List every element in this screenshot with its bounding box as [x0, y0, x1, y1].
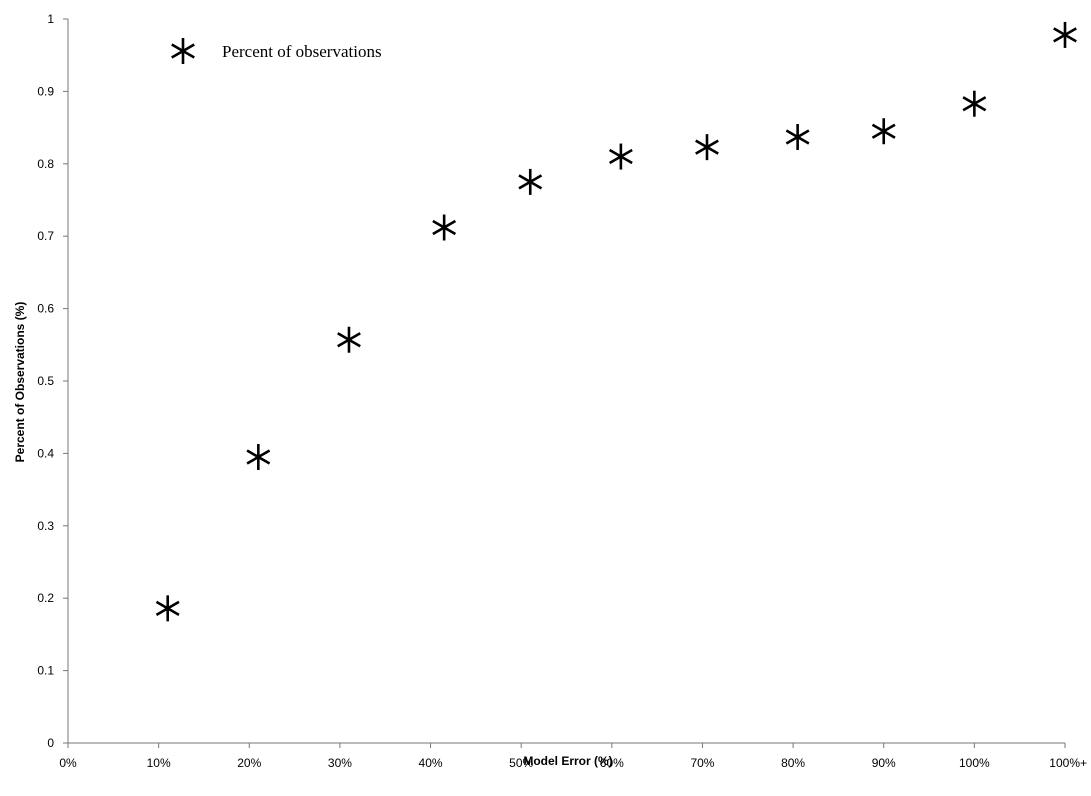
x-tick-label: 20% [237, 756, 261, 770]
y-tick-label: 0.8 [37, 157, 54, 171]
y-tick-label: 0.2 [37, 591, 54, 605]
y-tick-label: 0.5 [37, 374, 54, 388]
y-axis-title: Percent of Observations (%) [13, 302, 27, 463]
data-point [871, 118, 896, 145]
x-tick-label: 100%+ [1049, 756, 1087, 770]
legend: Percent of observations [171, 38, 382, 64]
x-tick-label: 60% [600, 756, 624, 770]
y-tick-label: 0 [47, 736, 54, 750]
data-point [695, 134, 719, 161]
axes [67, 19, 1065, 744]
x-tick-label: 80% [781, 756, 805, 770]
data-point [337, 326, 361, 353]
y-tick-label: 0.3 [37, 519, 54, 533]
x-axis-title: Model Error (%) [523, 754, 612, 768]
data-point [246, 444, 271, 471]
data-point [785, 124, 810, 151]
data-point [155, 595, 180, 622]
x-tick-label: 70% [690, 756, 714, 770]
x-tick-label: 100% [959, 756, 990, 770]
data-point [962, 90, 987, 117]
data-points [155, 21, 1077, 622]
x-tick-label: 10% [147, 756, 171, 770]
data-point [1053, 21, 1077, 48]
y-tick-label: 0.9 [37, 84, 54, 98]
legend-asterisk-icon [171, 38, 195, 64]
x-tick-label: 40% [419, 756, 443, 770]
data-point [608, 143, 633, 170]
legend-label: Percent of observations [222, 42, 382, 61]
y-tick-label: 0.1 [37, 664, 54, 678]
x-axis-ticks: 0% 10% 20% 30% 40% 50% 60% 70% 80% 90% 100% 100%+ [59, 743, 1087, 770]
y-tick-label: 0.7 [37, 229, 54, 243]
y-tick-label: 0.6 [37, 302, 54, 316]
y-axis-ticks: 0 0.1 0.2 0.3 0.4 0.5 0.6 0.7 0.8 0.9 1 [37, 12, 68, 750]
x-tick-label: 30% [328, 756, 352, 770]
data-point [432, 214, 457, 241]
y-tick-label: 1 [47, 12, 54, 26]
data-point [518, 168, 543, 195]
x-tick-label: 50% [509, 756, 533, 770]
x-tick-label: 90% [872, 756, 896, 770]
y-tick-label: 0.4 [37, 446, 54, 460]
x-tick-label: 0% [59, 756, 77, 770]
